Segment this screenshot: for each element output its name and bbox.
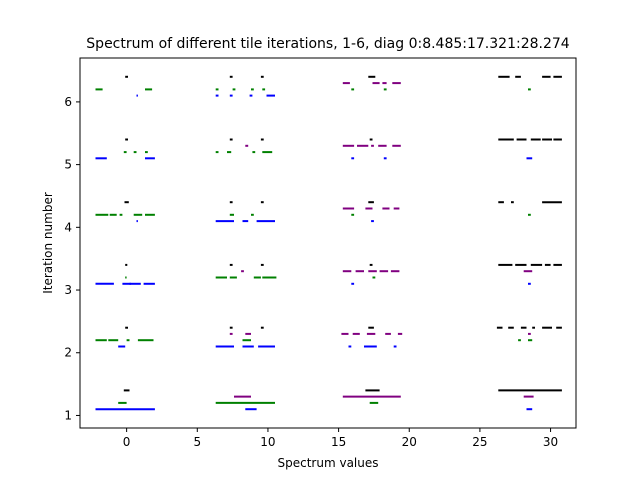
y-tick-label: 5	[64, 158, 72, 172]
chart-title: Spectrum of different tile iterations, 1…	[86, 36, 569, 52]
y-tick-label: 3	[64, 283, 72, 297]
x-tick-label: 25	[472, 435, 487, 449]
axes-frame	[79, 57, 577, 429]
x-tick-label: 20	[402, 435, 417, 449]
y-tick-label: 4	[64, 220, 72, 234]
y-axis-ticks: 1 2 3 4 5 6	[64, 95, 80, 422]
x-axis-ticks: 0 5 10 15 20 25 30	[123, 428, 558, 449]
x-tick-label: 15	[331, 435, 346, 449]
x-tick-label: 30	[543, 435, 558, 449]
x-axis-label: Spectrum values	[278, 456, 379, 470]
x-tick-label: 10	[260, 435, 275, 449]
x-tick-label: 0	[123, 435, 131, 449]
y-axis-label: Iteration number	[41, 192, 55, 294]
x-tick-label: 5	[193, 435, 201, 449]
y-tick-label: 2	[64, 346, 72, 360]
y-tick-label: 6	[64, 95, 72, 109]
y-tick-label: 1	[64, 408, 72, 422]
chart-marks	[95, 75, 562, 411]
